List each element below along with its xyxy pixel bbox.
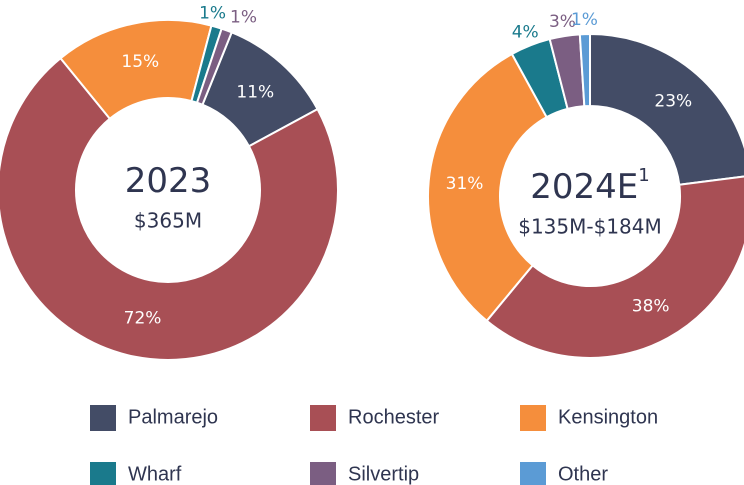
legend-swatch: [310, 462, 336, 485]
slice: [485, 175, 744, 359]
slice: [195, 27, 233, 107]
slice-label: 15%: [121, 52, 159, 72]
footnote-mark: 1: [638, 165, 649, 186]
legend-swatch: [90, 462, 116, 485]
center-subtitle: $365M: [134, 209, 202, 233]
legend-label: Other: [558, 463, 608, 485]
legend-label: Rochester: [348, 406, 439, 428]
slice: [0, 56, 339, 361]
slice-label: 31%: [446, 174, 484, 194]
legend-swatch: [90, 405, 116, 431]
slice-label: 1%: [571, 10, 598, 30]
slice-label: 4%: [512, 22, 539, 42]
legend-label: Wharf: [128, 463, 182, 485]
slice: [578, 32, 591, 108]
legend-label: Kensington: [558, 406, 658, 428]
slice-label: 38%: [632, 296, 670, 316]
slice-label: 1%: [199, 4, 226, 24]
legend-swatch: [520, 462, 546, 485]
center-title-text: 2023: [125, 161, 212, 201]
legend-swatch: [310, 405, 336, 431]
legend-swatch: [520, 405, 546, 431]
center-title: 2024E1: [530, 165, 649, 207]
slice-label: 11%: [236, 82, 274, 102]
legend-label: Silvertip: [348, 463, 419, 485]
slice-label: 3%: [549, 12, 576, 32]
slice-label: 72%: [124, 309, 162, 329]
center-title: 2023: [125, 161, 212, 201]
slice: [589, 32, 744, 186]
slice-label: 1%: [230, 7, 257, 27]
center-title-text: 2024E: [530, 167, 638, 207]
center-subtitle: $135M-$184M: [518, 215, 662, 239]
legend-label: Palmarejo: [128, 406, 218, 428]
slice: [427, 52, 548, 323]
slice-label: 23%: [654, 91, 692, 111]
